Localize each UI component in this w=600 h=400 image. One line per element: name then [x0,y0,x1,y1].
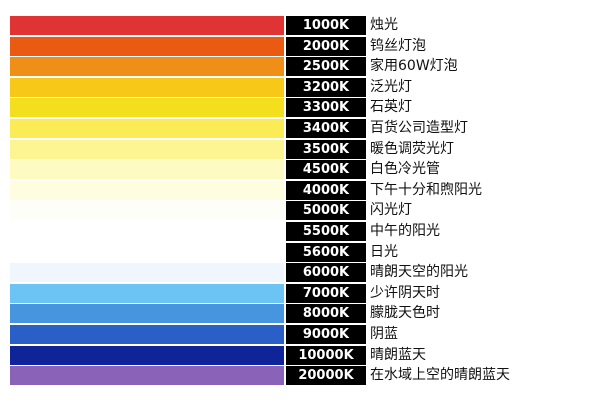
temperature-row: 20000K 在水域上空的晴朗蓝天 [10,366,590,386]
color-swatch [10,345,284,365]
light-source-label: 少许阴天时 [370,284,440,301]
color-swatch [10,57,284,77]
color-swatch [10,263,284,283]
kelvin-label: 8000K [286,304,366,324]
color-swatch [10,201,284,221]
light-source-label: 在水域上空的晴朗蓝天 [370,367,510,384]
light-source-label: 泛光灯 [370,78,412,95]
color-swatch [10,366,284,386]
color-swatch [10,180,284,200]
temperature-row: 5000K 闪光灯 [10,201,590,221]
light-source-label: 晴朗蓝天 [370,346,426,363]
kelvin-label: 7000K [286,283,366,303]
light-source-label: 阴蓝 [370,326,398,342]
light-source-label: 暖色调荧光灯 [370,140,454,157]
kelvin-label: 2000K [286,36,366,56]
color-swatch [10,119,284,138]
kelvin-label: 10000K [286,345,366,365]
color-temperature-chart: 1000K 烛光 2000K 钨丝灯泡 2500K 家用60W灯泡 3200K … [10,16,590,388]
light-source-label: 石英灯 [370,99,412,116]
kelvin-label: 4000K [286,180,366,200]
color-swatch [10,98,284,118]
light-source-label: 朦胧天色时 [370,305,440,322]
kelvin-label: 6000K [286,263,366,283]
temperature-row: 6000K 晴朗天空的阳光 [10,263,590,283]
kelvin-label: 9000K [286,325,366,344]
light-source-label: 钨丝灯泡 [370,37,426,54]
temperature-row: 4000K 下午十分和煦阳光 [10,180,590,200]
temperature-row: 3400K 百货公司造型灯 [10,119,590,138]
kelvin-label: 5000K [286,201,366,221]
kelvin-label: 1000K [286,16,366,35]
light-source-label: 烛光 [370,17,398,33]
temperature-row: 8000K 朦胧天色时 [10,304,590,324]
kelvin-label: 3300K [286,98,366,118]
color-swatch [10,160,284,180]
temperature-row: 4500K 白色冷光管 [10,160,590,180]
temperature-row: 2000K 钨丝灯泡 [10,36,590,56]
temperature-row: 3500K 暖色调荧光灯 [10,139,590,159]
kelvin-label: 3200K [286,77,366,97]
kelvin-label: 5600K [286,242,366,262]
color-swatch [10,16,284,35]
kelvin-label: 3400K [286,119,366,138]
kelvin-label: 4500K [286,160,366,180]
temperature-row: 10000K 晴朗蓝天 [10,345,590,365]
temperature-row: 3200K 泛光灯 [10,77,590,97]
temperature-row: 7000K 少许阴天时 [10,283,590,303]
temperature-row: 2500K 家用60W灯泡 [10,57,590,77]
light-source-label: 闪光灯 [370,202,412,219]
color-swatch [10,325,284,344]
color-swatch [10,283,284,303]
light-source-label: 家用60W灯泡 [370,58,458,75]
color-swatch [10,36,284,56]
light-source-label: 白色冷光管 [370,161,440,178]
temperature-row: 5500K 中午的阳光 [10,222,590,241]
color-swatch [10,77,284,97]
light-source-label: 中午的阳光 [370,223,440,239]
color-swatch [10,139,284,159]
kelvin-label: 5500K [286,222,366,241]
kelvin-label: 3500K [286,139,366,159]
kelvin-label: 2500K [286,57,366,77]
light-source-label: 晴朗天空的阳光 [370,264,468,281]
temperature-row: 9000K 阴蓝 [10,325,590,344]
light-source-label: 百货公司造型灯 [370,120,468,136]
kelvin-label: 20000K [286,366,366,386]
color-swatch [10,242,284,262]
color-swatch [10,222,284,241]
light-source-label: 日光 [370,243,398,260]
color-swatch [10,304,284,324]
temperature-row: 3300K 石英灯 [10,98,590,118]
temperature-row: 5600K 日光 [10,242,590,262]
light-source-label: 下午十分和煦阳光 [370,181,482,198]
temperature-row: 1000K 烛光 [10,16,590,35]
